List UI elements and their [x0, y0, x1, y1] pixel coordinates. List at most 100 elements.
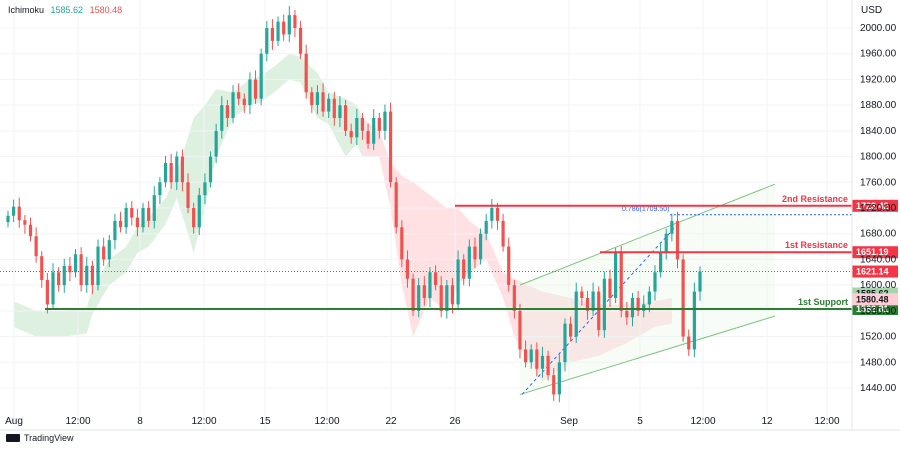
- ichimoku-price-tag-2-text: 1580.48: [856, 294, 889, 304]
- time-tick-label: 12:00: [191, 416, 216, 427]
- candle-body: [90, 265, 94, 286]
- candle-body: [85, 265, 89, 286]
- candlesticks: [6, 6, 702, 403]
- candle-body: [698, 271, 702, 292]
- candle-body: [675, 220, 680, 260]
- candle-body: [304, 53, 308, 93]
- price-axis[interactable]: 1440.00 1480.00 1520.00 1560.00 1600.00 1640.…: [860, 23, 897, 394]
- candle-body: [563, 323, 567, 363]
- candle-body: [523, 349, 528, 363]
- candle-body: [192, 208, 196, 228]
- price-tick-label: 1600.00: [860, 280, 897, 291]
- time-tick-label: 12:00: [65, 416, 90, 427]
- candle-body: [411, 278, 415, 311]
- brand-logo[interactable]: TradingView: [6, 433, 74, 443]
- candle-body: [28, 224, 33, 237]
- candle-body: [158, 182, 162, 196]
- candle-body: [478, 233, 483, 260]
- time-tick-label: 22: [385, 416, 397, 427]
- candle-body: [405, 259, 410, 279]
- candle-body: [163, 163, 168, 183]
- candle-body: [321, 92, 325, 112]
- candle-body: [602, 278, 606, 331]
- candle-body: [338, 105, 342, 118]
- candle-body: [135, 217, 139, 228]
- candle-body: [242, 98, 246, 106]
- candle-body: [253, 79, 258, 99]
- grid: [0, 0, 852, 430]
- candle-body: [642, 304, 646, 311]
- time-tick-label: 12:00: [814, 416, 839, 427]
- candle-body: [17, 206, 21, 221]
- candle-body: [400, 227, 404, 260]
- candle-body: [34, 236, 38, 257]
- candle-body: [692, 291, 696, 350]
- level-name: 2nd Resistance: [782, 194, 848, 204]
- candle-body: [332, 98, 336, 118]
- candle-body: [327, 98, 331, 112]
- candle-body: [687, 336, 691, 350]
- candle-body: [141, 208, 145, 228]
- candle-body: [310, 92, 314, 106]
- candle-body: [282, 21, 286, 35]
- candle-body: [450, 285, 455, 305]
- candle-body: [107, 240, 111, 260]
- price-tick-label: 2000.00: [860, 23, 897, 34]
- candle-body: [428, 272, 432, 298]
- candle-body: [57, 272, 61, 286]
- candle-body: [557, 362, 561, 395]
- candle-body: [293, 15, 297, 28]
- candle-body: [495, 208, 500, 221]
- price-tick-label: 1560.00: [860, 306, 897, 317]
- indicator-legend[interactable]: Ichimoku 1585.62 1580.48: [8, 5, 122, 15]
- candle-body: [298, 28, 303, 54]
- candle-body: [130, 208, 134, 218]
- candle-body: [388, 111, 393, 183]
- price-tick-label: 1480.00: [860, 357, 897, 368]
- channel-upper: [519, 183, 776, 286]
- time-tick-label: 26: [449, 416, 461, 427]
- candle-body: [569, 323, 573, 337]
- time-tick-label: 5: [637, 416, 643, 427]
- candle-body: [62, 265, 66, 286]
- candle-body: [315, 92, 320, 106]
- candle-body: [197, 195, 201, 228]
- candle-body: [394, 182, 398, 228]
- candle-body: [619, 253, 623, 311]
- candle-body: [445, 285, 449, 311]
- candle-body: [276, 21, 280, 41]
- candle-body: [664, 233, 668, 253]
- candle-body: [439, 285, 443, 311]
- candle-body: [237, 92, 241, 99]
- candle-body: [68, 265, 72, 273]
- candle-body: [507, 246, 511, 286]
- candle-body: [51, 272, 55, 305]
- price-tick-label: 1520.00: [860, 332, 897, 343]
- indicator-value-1: 1585.62: [50, 5, 84, 15]
- price-tick-label: 1880.00: [860, 100, 897, 111]
- candle-body: [462, 259, 466, 279]
- time-tick-label: 12:00: [690, 416, 715, 427]
- candle-body: [580, 291, 584, 298]
- candle-body: [23, 220, 27, 225]
- candle-body: [659, 253, 663, 273]
- level-price-tag: [852, 303, 898, 316]
- candle-body: [287, 15, 291, 35]
- candle-body: [608, 278, 612, 298]
- price-tick-label: 1720.00: [860, 203, 897, 214]
- candle-body: [518, 310, 522, 350]
- candle-body: [501, 220, 505, 247]
- candle-body: [636, 298, 640, 311]
- candle-body: [180, 156, 185, 183]
- candle-body: [355, 118, 359, 138]
- level-name: 1st Resistance: [785, 240, 848, 250]
- candle-body: [614, 253, 618, 298]
- candle-body: [585, 298, 590, 311]
- candle-body: [248, 79, 252, 106]
- candle-body: [552, 375, 556, 395]
- candle-body: [79, 254, 83, 286]
- price-tick-label: 1640.00: [860, 254, 897, 265]
- time-axis[interactable]: Aug 12:00 8 12:00 15 12:00 22 26 Sep 5 12:00 12 12:0…: [5, 416, 840, 427]
- candle-body: [270, 28, 275, 41]
